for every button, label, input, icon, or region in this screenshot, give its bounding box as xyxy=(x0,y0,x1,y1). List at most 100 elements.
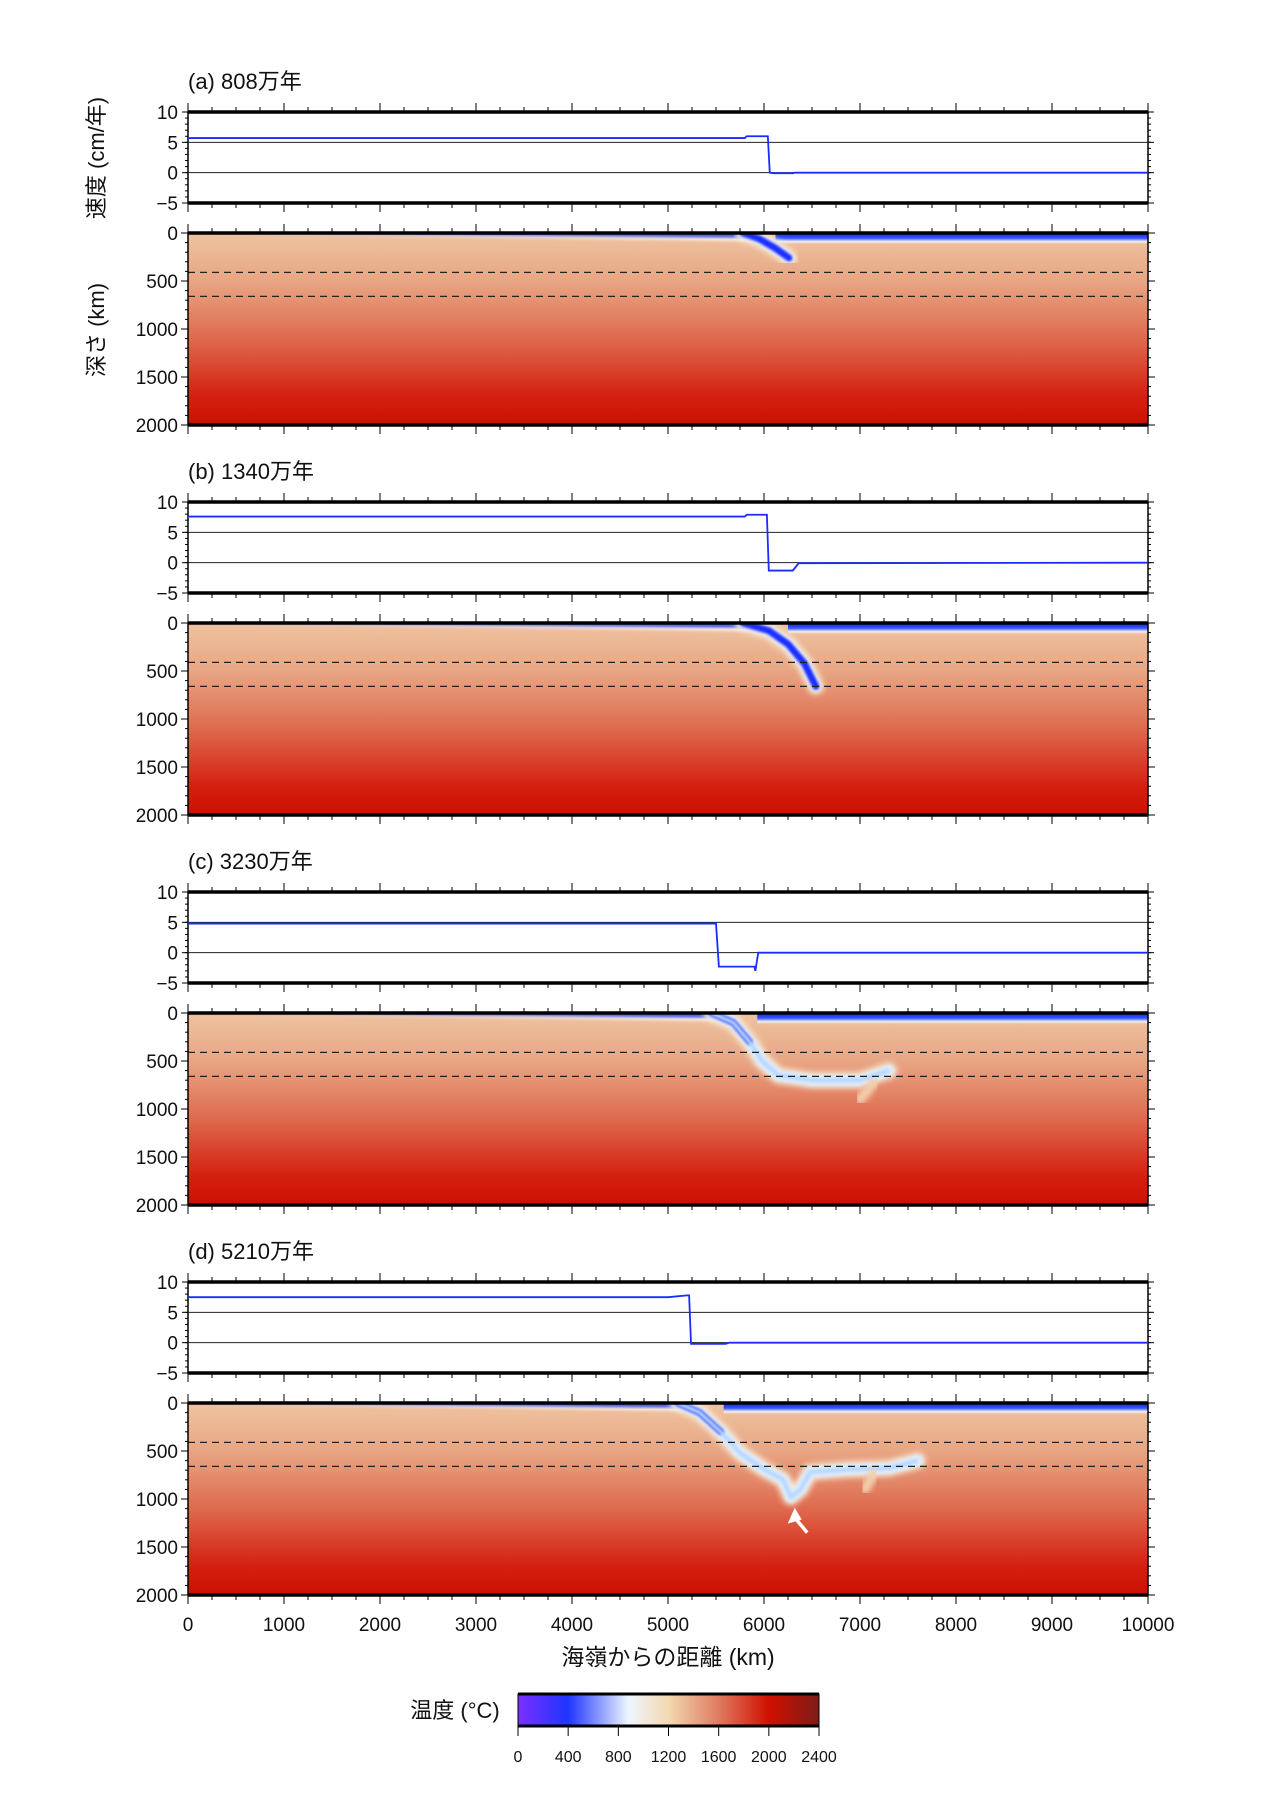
panel-c: (c) 3230万年 10 5 0 −5 0 500 1000 1500 2000 xyxy=(136,849,1155,1217)
velocity-line xyxy=(188,513,1149,572)
velocity-plot: 10 5 0 −5 xyxy=(156,1273,1154,1385)
velocity-plot: 10 5 0 −5 xyxy=(156,103,1154,215)
velocity-tick-label: 5 xyxy=(167,133,178,154)
temperature-field xyxy=(188,1403,1148,1595)
colorbar-tick-label: 0 xyxy=(514,1749,523,1766)
depth-tick-label: 1500 xyxy=(136,1538,178,1559)
depth-tick-label: 0 xyxy=(167,1394,178,1415)
velocity-frame xyxy=(187,501,1149,594)
colorbar xyxy=(517,1693,820,1727)
colorbar-tick-label: 800 xyxy=(605,1749,632,1766)
velocity-ylabel: 速度 (cm/年) xyxy=(84,97,109,219)
temperature-field xyxy=(188,233,1148,425)
velocity-tick-label: −5 xyxy=(156,194,178,215)
x-tick-label: 6000 xyxy=(743,1615,785,1636)
detached-slab-remnant xyxy=(859,1467,880,1495)
depth-tick-label: 0 xyxy=(167,1004,178,1025)
temperature-plot: 0 500 1000 1500 2000 xyxy=(136,224,1155,437)
x-tick-label: 8000 xyxy=(935,1615,977,1636)
velocity-tick-label: 5 xyxy=(167,1303,178,1324)
mantle-temperature xyxy=(188,1403,1148,1595)
velocity-plot: 10 5 0 −5 xyxy=(156,493,1154,605)
slab-cold-core xyxy=(739,623,820,690)
velocity-frame xyxy=(187,1281,1149,1374)
right-plate-cold-layer xyxy=(775,233,1148,245)
slab-core xyxy=(676,1403,919,1500)
velocity-tick-label: 10 xyxy=(157,1273,178,1294)
x-tick-label: 3000 xyxy=(455,1615,497,1636)
velocity-line xyxy=(188,1294,1148,1345)
colorbar-tick-label: 1600 xyxy=(701,1749,737,1766)
depth-tick-label: 2000 xyxy=(136,806,178,827)
velocity-tick-label: −5 xyxy=(156,974,178,995)
velocity-tick-label: 10 xyxy=(157,883,178,904)
x-tick-label: 2000 xyxy=(359,1615,401,1636)
velocity-tick-label: 5 xyxy=(167,523,178,544)
velocity-tick-label: −5 xyxy=(156,584,178,605)
slab-core xyxy=(710,1013,890,1083)
depth-tick-label: 1000 xyxy=(136,1100,178,1121)
velocity-tick-label: −5 xyxy=(156,1364,178,1385)
panel-a: (a) 808万年 10 5 0 −5 0 500 1000 1500 2000 xyxy=(136,69,1155,437)
velocity-frame xyxy=(187,891,1149,984)
panel-d: (d) 5210万年 10 5 0 −5 0 500 1000 1500 2000 xyxy=(136,1239,1155,1607)
panel-title: (a) 808万年 xyxy=(188,69,302,94)
depth-tick-label: 500 xyxy=(146,272,178,293)
x-tick-label: 1000 xyxy=(263,1615,305,1636)
velocity-tick-label: 0 xyxy=(167,1334,178,1355)
panel-b: (b) 1340万年 10 5 0 −5 0 500 1000 1500 2000 xyxy=(136,459,1155,827)
velocity-tick-label: 10 xyxy=(157,103,178,124)
velocity-plot: 10 5 0 −5 xyxy=(156,883,1154,995)
depth-tick-label: 1500 xyxy=(136,368,178,389)
depth-tick-label: 0 xyxy=(167,224,178,245)
depth-ylabel: 深さ (km) xyxy=(84,283,109,377)
arrow-head-icon xyxy=(787,1507,802,1524)
x-tick-label: 5000 xyxy=(647,1615,689,1636)
velocity-line xyxy=(188,922,1148,972)
depth-tick-label: 500 xyxy=(146,662,178,683)
colorbar-tick-label: 2400 xyxy=(801,1749,837,1766)
x-tick-label: 4000 xyxy=(551,1615,593,1636)
velocity-tick-label: 0 xyxy=(167,944,178,965)
slab-cold-core xyxy=(739,233,793,262)
right-plate-cold-layer xyxy=(788,623,1148,635)
depth-tick-label: 1000 xyxy=(136,320,178,341)
depth-tick-label: 1000 xyxy=(136,1490,178,1511)
velocity-tick-label: 0 xyxy=(167,554,178,575)
depth-tick-label: 0 xyxy=(167,614,178,635)
velocity-tick-label: 5 xyxy=(167,913,178,934)
mantle-temperature xyxy=(188,623,1148,815)
x-axis-label: 海嶺からの距離 (km) xyxy=(561,1644,774,1670)
temperature-field xyxy=(188,1013,1148,1205)
mantle-temperature xyxy=(188,233,1148,425)
depth-tick-label: 500 xyxy=(146,1442,178,1463)
depth-tick-label: 2000 xyxy=(136,416,178,437)
panel-title: (d) 5210万年 xyxy=(188,1239,314,1264)
panel-title: (b) 1340万年 xyxy=(188,459,314,484)
temperature-plot: 0 500 1000 1500 2000 xyxy=(136,614,1155,827)
velocity-line xyxy=(188,135,1148,175)
right-plate-cold-layer xyxy=(723,1403,1148,1415)
temperature-field xyxy=(188,623,1148,815)
mantle-temperature xyxy=(188,1013,1148,1205)
x-tick-label: 10000 xyxy=(1122,1615,1175,1636)
colorbar-label: 温度 (°C) xyxy=(410,1698,499,1723)
x-tick-label: 0 xyxy=(183,1615,194,1636)
depth-tick-label: 2000 xyxy=(136,1586,178,1607)
right-plate-cold-layer xyxy=(757,1013,1148,1025)
x-tick-label: 7000 xyxy=(839,1615,881,1636)
colorbar-tick-label: 2000 xyxy=(751,1749,787,1766)
colorbar-tick-label: 400 xyxy=(555,1749,582,1766)
velocity-tick-label: 0 xyxy=(167,164,178,185)
x-tick-label: 9000 xyxy=(1031,1615,1073,1636)
depth-tick-label: 500 xyxy=(146,1052,178,1073)
depth-tick-label: 1000 xyxy=(136,710,178,731)
colorbar-tick-label: 1200 xyxy=(651,1749,687,1766)
detached-slab-remnant xyxy=(855,1077,880,1105)
panel-title: (c) 3230万年 xyxy=(188,849,313,874)
depth-tick-label: 2000 xyxy=(136,1196,178,1217)
temperature-plot: 0 500 1000 1500 2000 xyxy=(136,1394,1155,1607)
depth-tick-label: 1500 xyxy=(136,1148,178,1169)
velocity-tick-label: 10 xyxy=(157,493,178,514)
